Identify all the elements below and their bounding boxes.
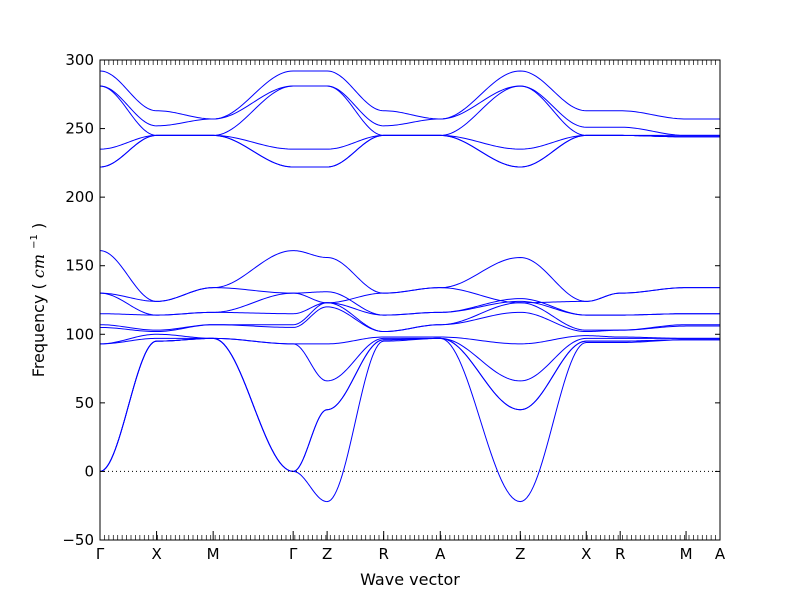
band-line [99, 70, 720, 120]
band-line [99, 134, 720, 168]
x-tick-label: Z [515, 545, 525, 563]
y-tick-label: 150 [65, 257, 94, 275]
y-tick-label: 100 [65, 325, 94, 343]
y-axis-title-unit-exp: −1 [29, 234, 40, 249]
y-tick-label: 0 [84, 462, 94, 480]
x-tick-label: M [680, 545, 693, 563]
y-axis-title: Frequency ( cm −1 ) [22, 223, 48, 377]
plot-frame [99, 59, 721, 541]
x-axis-title: Wave vector [360, 570, 460, 589]
x-tick-label: X [151, 545, 161, 563]
x-tick-label: R [378, 545, 388, 563]
x-tick-label: R [615, 545, 625, 563]
y-tick-label: 250 [65, 120, 94, 138]
y-tick-label: 200 [65, 188, 94, 206]
x-tick-label: Z [322, 545, 332, 563]
y-axis: −50 0 50 100 150 200 250 300 [62, 51, 720, 549]
band-line [99, 298, 720, 316]
band-line [99, 85, 720, 136]
y-axis-title-text: Frequency [29, 295, 48, 378]
y-tick-label: 50 [75, 394, 94, 412]
plot-area [100, 60, 720, 540]
band-line [99, 337, 720, 503]
band-line [99, 287, 720, 304]
x-tick-label: A [715, 545, 726, 563]
y-tick-label: 300 [65, 51, 94, 69]
y-axis-title-paren-close: ) [29, 223, 48, 229]
band-line [99, 306, 720, 333]
x-tick-label: Γ [289, 545, 298, 563]
x-tick-label: A [435, 545, 446, 563]
x-tick-label: M [207, 545, 220, 563]
x-tick-label: Γ [96, 545, 105, 563]
x-tick-label: X [581, 545, 591, 563]
y-axis-title-unit: cm [29, 254, 48, 278]
band-lines [99, 70, 720, 503]
y-tick-label: −50 [62, 531, 94, 549]
y-axis-title-paren-open: ( [29, 283, 48, 289]
